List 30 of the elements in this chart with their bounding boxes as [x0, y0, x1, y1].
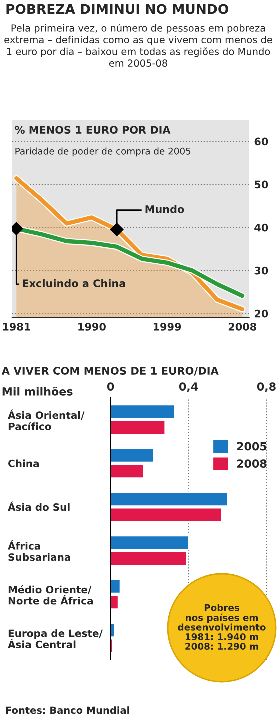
- y-tick-label: China: [8, 460, 39, 468]
- text: Excluindo a China: [23, 279, 126, 288]
- chart-title: A VIVER COM MENOS DE 1 EURO/DIA: [2, 367, 219, 376]
- text: Paridade de poder de compra de 2005: [16, 148, 191, 157]
- x-tick-label: 1981: [3, 323, 30, 331]
- annotation: Pobres nos países em desenvolvimento 1981: 1.940 m 2008: 1.290 m: [178, 604, 266, 650]
- y-tick-label: África Subsariana: [8, 540, 70, 562]
- legend-label: 2008: [237, 460, 267, 468]
- text: Pela primeira vez, o número de pessoas em pobreza extrema – definidas como as que vivem com menos de 1 euro por dia – baixou em todas as regiões do Mundo em 2005-08: [4, 24, 272, 68]
- x-axis-title: Mil milhões: [2, 387, 73, 396]
- y-tick-label: Médio Oriente/ Norte de África: [8, 585, 93, 605]
- chart-title: % MENOS 1 EURO POR DIA: [15, 126, 171, 134]
- text: Mundo: [146, 205, 184, 214]
- y-tick-label: 30: [254, 266, 268, 275]
- legend-label: 2005: [237, 442, 267, 451]
- x-tick-label: 0,8: [257, 382, 276, 392]
- x-tick-label: 1999: [154, 323, 182, 331]
- x-tick-label: 0,4: [179, 382, 198, 392]
- x-tick-label: 0: [107, 382, 114, 391]
- y-tick-label: 20: [254, 310, 268, 318]
- text: POBREZA DIMINUI NO MUNDO: [6, 4, 228, 14]
- y-tick-label: Ásia do Sul: [8, 502, 70, 512]
- y-tick-label: 60: [254, 138, 268, 146]
- text: Fontes: Banco Mundial: [6, 706, 130, 714]
- y-tick-label: Europa de Leste/ Ásia Central: [8, 630, 103, 648]
- x-tick-label: 2008: [228, 323, 256, 331]
- y-tick-label: 50: [254, 180, 268, 189]
- y-tick-label: Ásia Oriental/ Pacífico: [8, 410, 85, 430]
- y-tick-label: 40: [254, 224, 268, 232]
- x-tick-label: 1990: [78, 323, 106, 331]
